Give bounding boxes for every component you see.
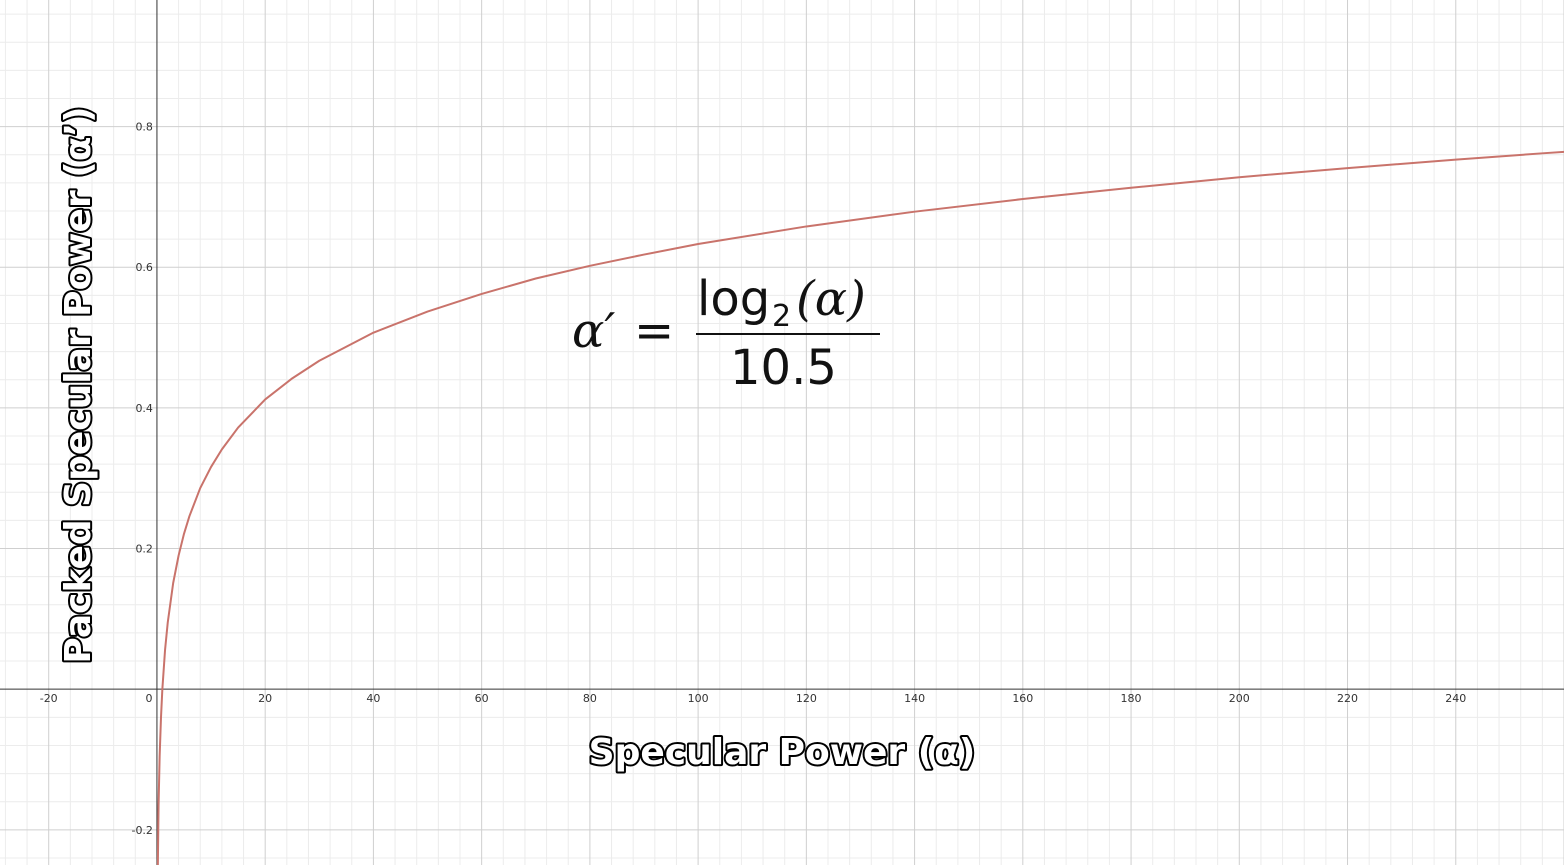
equation-equals: = (634, 303, 674, 359)
x-tick-label: -20 (40, 692, 58, 705)
equation-lhs: α′ (572, 303, 615, 359)
x-tick-label: 180 (1121, 692, 1142, 705)
y-tick-label: 0.4 (135, 402, 153, 415)
x-tick-label: 240 (1445, 692, 1466, 705)
equation-numerator-func: log (697, 271, 770, 327)
x-tick-label: 200 (1229, 692, 1250, 705)
x-tick-label: 60 (475, 692, 489, 705)
x-tick-label: 220 (1337, 692, 1358, 705)
y-tick-label: 0.2 (135, 543, 153, 556)
y-axis-title: Packed Specular Power (α’) (58, 106, 99, 663)
x-tick-label: 80 (583, 692, 597, 705)
x-tick-label: 120 (796, 692, 817, 705)
series-line (156, 150, 1564, 865)
y-tick-label: -0.2 (131, 824, 152, 837)
x-axis-title: Specular Power (α) (589, 732, 976, 773)
series-group (156, 150, 1564, 865)
y-tick-label: 0.6 (135, 261, 153, 274)
equation-annotation: α′ = log 2 (α) 10.5 (572, 271, 880, 396)
equation-denominator: 10.5 (730, 340, 837, 396)
y-tick-labels: -0.2 0.2 0.4 0.6 0.8 (131, 121, 152, 837)
equation-numerator-arg: (α) (796, 271, 866, 327)
x-tick-label: 20 (258, 692, 272, 705)
x-tick-labels: -20 0 20 40 60 80 100 120 140 160 180 200 220 240 (40, 692, 1467, 705)
x-tick-label: 40 (366, 692, 380, 705)
x-tick-label: 0 (145, 692, 152, 705)
x-tick-label: 140 (904, 692, 925, 705)
y-tick-label: 0.8 (135, 121, 153, 134)
equation-numerator-subscript: 2 (772, 299, 791, 334)
x-tick-label: 100 (688, 692, 709, 705)
x-tick-label: 160 (1012, 692, 1033, 705)
